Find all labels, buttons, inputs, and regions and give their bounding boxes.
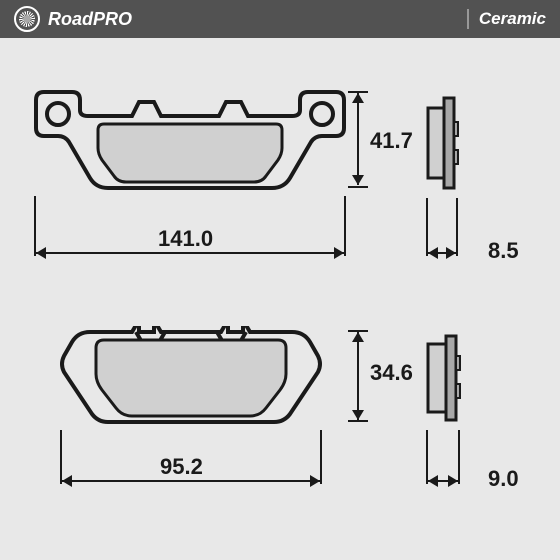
product-type: Ceramic <box>479 9 546 29</box>
dim-label-height2: 34.6 <box>370 360 413 386</box>
pad1-side <box>424 94 462 194</box>
pad2-side <box>424 332 464 426</box>
dim-arrow-41-7 <box>357 93 359 185</box>
dim-arrow-8-5 <box>428 252 456 254</box>
dim-arrow-141 <box>36 252 344 254</box>
dim-arrow-9-0 <box>428 480 458 482</box>
header-divider <box>467 9 469 29</box>
dim-label-thick1: 8.5 <box>488 238 519 264</box>
brand-name: RoadPRO <box>48 9 132 30</box>
dim-label-width1: 141.0 <box>158 226 213 252</box>
dim-arrow-34-6 <box>357 332 359 420</box>
dim-label-thick2: 9.0 <box>488 466 519 492</box>
dim-arrow-95-2 <box>62 480 320 482</box>
pad2-front <box>58 326 324 428</box>
dim-label-width2: 95.2 <box>160 454 203 480</box>
diagram-canvas: 41.7 141.0 8.5 34.6 95.2 9.0 <box>0 38 560 560</box>
pad1-front <box>32 88 348 198</box>
dim-label-height1: 41.7 <box>370 128 413 154</box>
brand-logo <box>14 6 40 32</box>
